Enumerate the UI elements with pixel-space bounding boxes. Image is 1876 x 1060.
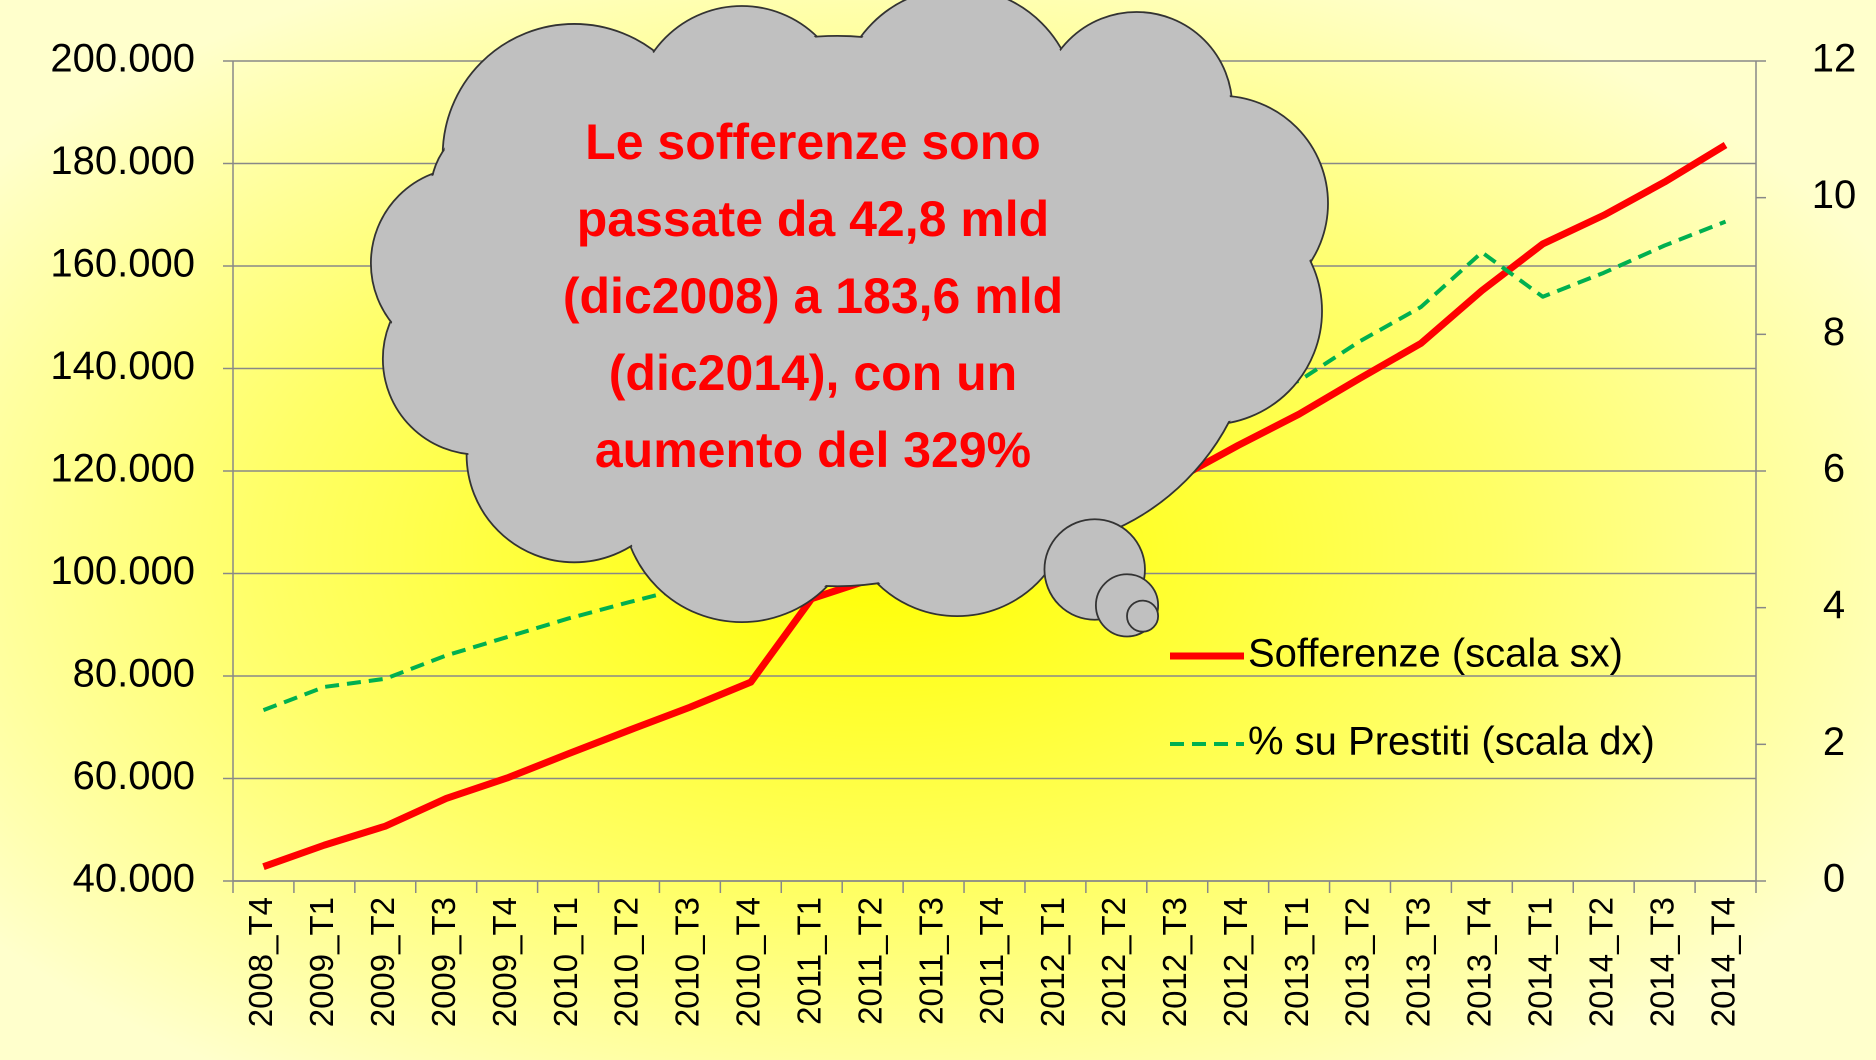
x-tick-label: 2010_T2 [608,897,645,1027]
y-tick-label: 80.000 [73,652,195,696]
x-tick-label: 2012_T1 [1034,897,1071,1027]
annotation-line: Le sofferenze sono [585,114,1041,170]
y2-tick-label: 4 [1823,583,1845,627]
x-tick-label: 2012_T4 [1217,897,1254,1027]
x-tick-label: 2013_T3 [1400,897,1437,1027]
x-tick-label: 2014_T1 [1521,897,1558,1027]
x-tick-label: 2010_T3 [669,897,706,1027]
annotation-line: (dic2008) a 183,6 mld [563,268,1063,324]
y2-tick-label: 12 [1812,37,1857,81]
legend-label: Sofferenze (scala sx) [1248,632,1623,676]
y2-tick-label: 6 [1823,447,1845,491]
cloud-callout [369,0,1329,638]
x-tick-label: 2013_T2 [1339,897,1376,1027]
y-tick-label: 180.000 [50,139,195,183]
y-tick-label: 120.000 [50,447,195,491]
x-tick-label: 2010_T1 [547,897,584,1027]
x-tick-label: 2012_T3 [1156,897,1193,1027]
y-tick-label: 40.000 [73,857,195,901]
cloud-bubble [1126,599,1160,633]
x-tick-label: 2014_T2 [1582,897,1619,1027]
annotation-line: passate da 42,8 mld [577,191,1049,247]
y2-tick-label: 10 [1812,173,1857,217]
x-tick-label: 2009_T1 [303,897,340,1027]
y-tick-label: 200.000 [50,37,195,81]
cloud-fill [444,109,872,537]
x-tick-label: 2012_T2 [1095,897,1132,1027]
annotation-line: (dic2014), con un [609,345,1017,401]
x-tick-label: 2008_T4 [242,897,279,1027]
y-tick-label: 60.000 [73,754,195,798]
y-tick-label: 160.000 [50,242,195,286]
x-tick-label: 2011_T1 [790,897,827,1025]
y2-tick-label: 0 [1823,857,1845,901]
x-tick-label: 2014_T4 [1704,897,1741,1027]
x-tick-label: 2014_T3 [1643,897,1680,1027]
x-tick-label: 2013_T1 [1278,897,1315,1027]
x-tick-label: 2013_T4 [1461,897,1498,1027]
x-tick-label: 2009_T2 [364,897,401,1027]
y2-tick-label: 8 [1823,310,1845,354]
x-tick-label: 2010_T4 [730,897,767,1027]
y2-tick-label: 2 [1823,720,1845,764]
y-tick-label: 100.000 [50,549,195,593]
y-tick-label: 140.000 [50,344,195,388]
x-tick-label: 2011_T4 [973,897,1010,1025]
x-tick-label: 2009_T3 [425,897,462,1027]
x-tick-label: 2009_T4 [486,897,523,1027]
x-tick-label: 2011_T2 [851,897,888,1025]
legend-label: % su Prestiti (scala dx) [1248,720,1655,764]
x-tick-label: 2011_T3 [912,897,949,1025]
cloud-fill [779,73,1255,549]
annotation-line: aumento del 329% [595,422,1031,478]
